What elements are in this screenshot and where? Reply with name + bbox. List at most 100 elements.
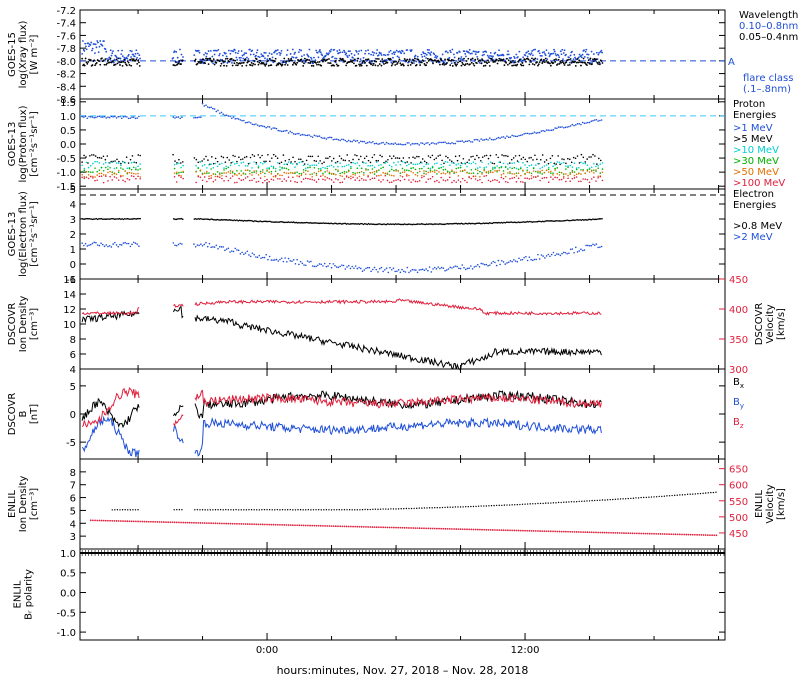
electron-2mev-point — [129, 245, 132, 248]
proton-10mev-point — [221, 162, 223, 165]
xray-long-point — [107, 58, 110, 61]
proton-30mev-point — [249, 170, 251, 172]
electron-2mev-point — [332, 263, 335, 265]
electron-08mev-point — [338, 222, 340, 225]
proton-50mev-point — [464, 169, 466, 171]
proton-100mev-point — [504, 180, 507, 183]
enlil-velocity-point — [393, 526, 395, 529]
proton-100mev-point — [335, 178, 337, 180]
xray-long-point — [113, 58, 116, 61]
proton-1mev-point — [224, 114, 226, 117]
proton-5mev-point — [178, 158, 180, 161]
xray-long-point — [83, 50, 86, 52]
y-axis-label-line: [cm⁻³] — [29, 488, 40, 520]
enlil-density-point — [240, 509, 242, 511]
enlil-velocity-point — [154, 520, 157, 523]
proton-1mev-point — [230, 117, 233, 120]
xray-short-point — [390, 64, 393, 67]
enlil-velocity-point — [603, 531, 606, 534]
electron-08mev-point — [206, 218, 209, 220]
enlil-velocity-point — [115, 520, 118, 522]
xray-long-point — [314, 59, 317, 62]
xray-long-point — [264, 57, 266, 60]
enlil-velocity-point — [104, 519, 107, 522]
proton-50mev-point — [246, 169, 249, 172]
electron-08mev-point — [402, 223, 405, 226]
xray-long-point — [258, 56, 261, 59]
proton-1mev-point — [547, 129, 550, 131]
proton-50mev-point — [240, 174, 243, 177]
xray-long-point — [134, 52, 137, 55]
proton-50mev-point — [504, 175, 507, 178]
proton-1mev-point — [359, 140, 362, 143]
proton-10mev-point — [300, 161, 303, 163]
proton-100mev-point — [279, 178, 281, 180]
enlil-velocity-point — [240, 523, 243, 525]
proton-5mev-point — [315, 160, 318, 162]
proton-5mev-point — [363, 157, 366, 160]
xray-short-point — [309, 62, 311, 65]
proton-1mev-point — [313, 134, 316, 137]
proton-10mev-point — [414, 163, 417, 166]
electron-08mev-point — [409, 223, 411, 225]
xray-long-point — [328, 52, 330, 55]
xray-short-point — [592, 58, 594, 61]
proton-5mev-point — [536, 158, 538, 161]
enlil-velocity-point — [433, 527, 436, 530]
proton-50mev-point — [210, 174, 212, 177]
electron-2mev-point — [392, 267, 395, 269]
right-tick-label: 650 — [729, 465, 748, 476]
enlil-velocity-point — [552, 530, 554, 533]
xray-long-point — [422, 52, 425, 55]
xray-long-point — [260, 53, 263, 56]
proton-100mev-point — [418, 180, 421, 182]
enlil-density-point — [271, 509, 273, 511]
proton-100mev-point — [509, 177, 511, 180]
proton-1mev-point — [258, 125, 261, 127]
enlil-velocity-point — [670, 533, 673, 536]
proton-100mev-point — [221, 177, 223, 180]
electron-08mev-point — [339, 222, 341, 225]
electron-2mev-point — [335, 266, 338, 268]
xray-long-point — [502, 54, 505, 57]
xray-short-point — [533, 63, 536, 66]
electron-2mev-point — [382, 270, 384, 273]
electron-08mev-point — [323, 222, 326, 225]
proton-50mev-point — [218, 173, 221, 176]
bz-line — [81, 386, 140, 428]
electron-08mev-point — [528, 220, 531, 223]
xray-short-point — [531, 63, 534, 65]
proton-5mev-point — [92, 154, 95, 156]
xray-long-point — [312, 62, 315, 65]
enlil-velocity-point — [425, 527, 428, 530]
enlil-velocity-point — [408, 527, 410, 529]
enlil-velocity-point — [337, 525, 339, 528]
enlil-density-point — [366, 508, 369, 511]
electron-2mev-point — [485, 263, 488, 266]
proton-5mev-point — [474, 158, 476, 161]
xray-long-point — [255, 51, 258, 54]
enlil-velocity-point — [216, 522, 219, 525]
proton-10mev-point — [292, 163, 294, 165]
legend-entry-sub: x — [740, 382, 744, 390]
enlil-density-point — [173, 509, 175, 511]
enlil-density-point — [663, 495, 666, 497]
electron-2mev-point — [347, 264, 350, 267]
electron-2mev-point — [396, 270, 398, 273]
y-axis-label-line: [cm⁻³] — [29, 308, 40, 340]
proton-10mev-point — [457, 163, 460, 165]
electron-08mev-point — [134, 217, 136, 220]
proton-10mev-point — [487, 163, 490, 165]
electron-08mev-point — [370, 223, 372, 225]
proton-5mev-point — [580, 153, 583, 156]
enlil-velocity-point — [534, 530, 537, 532]
enlil-density-point — [539, 502, 542, 505]
xray-long-point — [88, 45, 90, 48]
y-axis-label-line: log(Proton flux) — [18, 105, 29, 182]
enlil-velocity-point — [268, 523, 271, 526]
electron-08mev-point — [380, 223, 383, 226]
xray-short-point — [119, 64, 121, 66]
xray-short-point — [193, 59, 196, 62]
xray-long-point — [513, 57, 516, 60]
proton-10mev-point — [464, 162, 466, 165]
